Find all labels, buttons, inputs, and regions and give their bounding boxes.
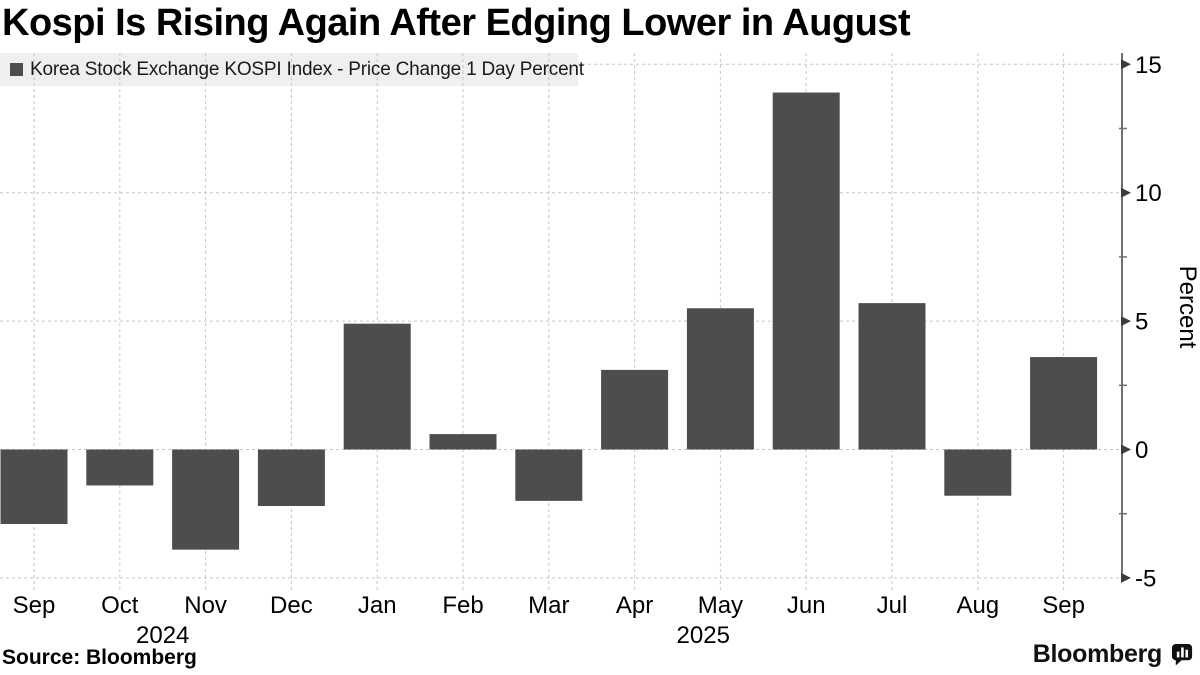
y-tick-arrow-10 [1121,187,1131,198]
bar-dec-2024 [257,449,325,506]
x-tick-label-sep-2024: Sep [13,592,56,619]
y-tick-arrow-15 [1121,59,1131,70]
bar-jul-2025 [858,303,926,450]
legend-swatch-icon [10,63,23,76]
x-tick-label-oct-2024: Oct [101,592,139,619]
bar-feb-2025 [429,434,497,450]
bar-sep-2024 [0,449,68,524]
chart-title: Kospi Is Rising Again After Edging Lower… [2,2,911,44]
x-tick-label-nov-2024: Nov [184,592,227,619]
legend-background [0,53,578,86]
y-tick-arrow--5 [1121,572,1131,583]
y-tick-arrow-5 [1121,316,1131,327]
chart-legend: Korea Stock Exchange KOSPI Index - Price… [0,53,584,86]
bloomberg-logo-text: Bloomberg [1032,640,1163,668]
bar-sep-2025 [1030,357,1098,450]
y-tick-label-0: 0 [1135,437,1148,464]
year-label-2024: 2024 [136,622,189,649]
x-tick-label-jan-2025: Jan [358,592,397,619]
year-label-2025: 2025 [677,622,730,649]
x-tick-label-jun-2025: Jun [787,592,826,619]
x-tick-label-sep-2025: Sep [1042,592,1085,619]
bar-jun-2025 [772,92,840,450]
y-tick-label-5: 5 [1135,309,1148,336]
x-tick-label-jul-2025: Jul [877,592,908,619]
bloomberg-branding: Bloomberg [1033,640,1194,669]
x-tick-label-feb-2025: Feb [442,592,483,619]
legend-series-label: Korea Stock Exchange KOSPI Index - Price… [30,58,584,80]
bar-may-2025 [686,308,754,450]
x-tick-label-dec-2024: Dec [270,592,313,619]
x-tick-label-apr-2025: Apr [616,592,653,619]
y-tick-arrow-0 [1121,444,1131,455]
y-tick-label--5: -5 [1135,565,1156,592]
bar-aug-2025 [944,449,1012,496]
x-tick-label-may-2025: May [698,592,743,619]
y-tick-label-15: 15 [1135,52,1162,79]
bloomberg-chart-bubble-icon [1171,643,1193,666]
bar-oct-2024 [86,449,154,486]
source-attribution: Source: Bloomberg [2,646,197,669]
x-tick-label-aug-2025: Aug [956,592,999,619]
x-tick-label-mar-2025: Mar [528,592,569,619]
bar-mar-2025 [515,449,583,501]
bar-nov-2024 [172,449,240,550]
y-tick-label-10: 10 [1135,180,1162,207]
y-axis-title: Percent [1174,266,1200,349]
bar-apr-2025 [601,369,669,450]
bar-jan-2025 [343,323,411,450]
